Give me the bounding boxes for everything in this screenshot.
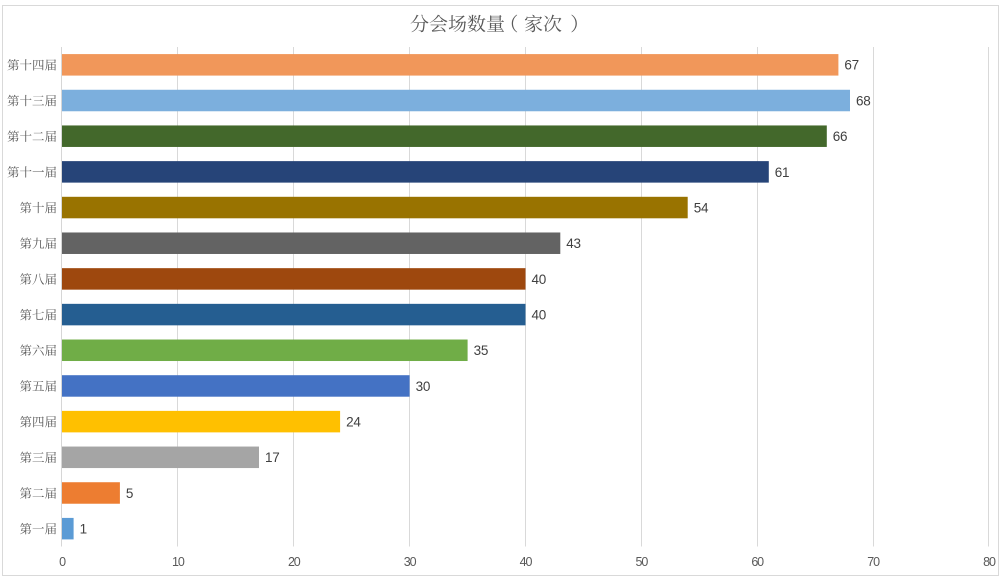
svg-text:30: 30 — [404, 555, 417, 569]
svg-text:17: 17 — [265, 450, 280, 465]
svg-text:66: 66 — [833, 129, 848, 144]
svg-text:68: 68 — [856, 93, 871, 108]
svg-text:54: 54 — [694, 200, 709, 215]
svg-text:24: 24 — [346, 415, 361, 430]
svg-text:1: 1 — [80, 522, 87, 537]
svg-text:61: 61 — [775, 165, 790, 180]
svg-text:43: 43 — [566, 236, 581, 251]
svg-text:30: 30 — [416, 379, 431, 394]
svg-text:70: 70 — [867, 555, 880, 569]
svg-text:80: 80 — [983, 555, 996, 569]
svg-text:40: 40 — [532, 272, 547, 287]
svg-text:40: 40 — [520, 555, 533, 569]
svg-text:35: 35 — [474, 343, 489, 358]
svg-text:67: 67 — [844, 58, 859, 73]
svg-text:0: 0 — [59, 555, 66, 569]
svg-text:50: 50 — [636, 555, 649, 569]
svg-text:40: 40 — [532, 307, 547, 322]
svg-text:20: 20 — [288, 555, 301, 569]
svg-text:5: 5 — [126, 486, 133, 501]
svg-text:60: 60 — [751, 555, 764, 569]
svg-text:10: 10 — [172, 555, 185, 569]
